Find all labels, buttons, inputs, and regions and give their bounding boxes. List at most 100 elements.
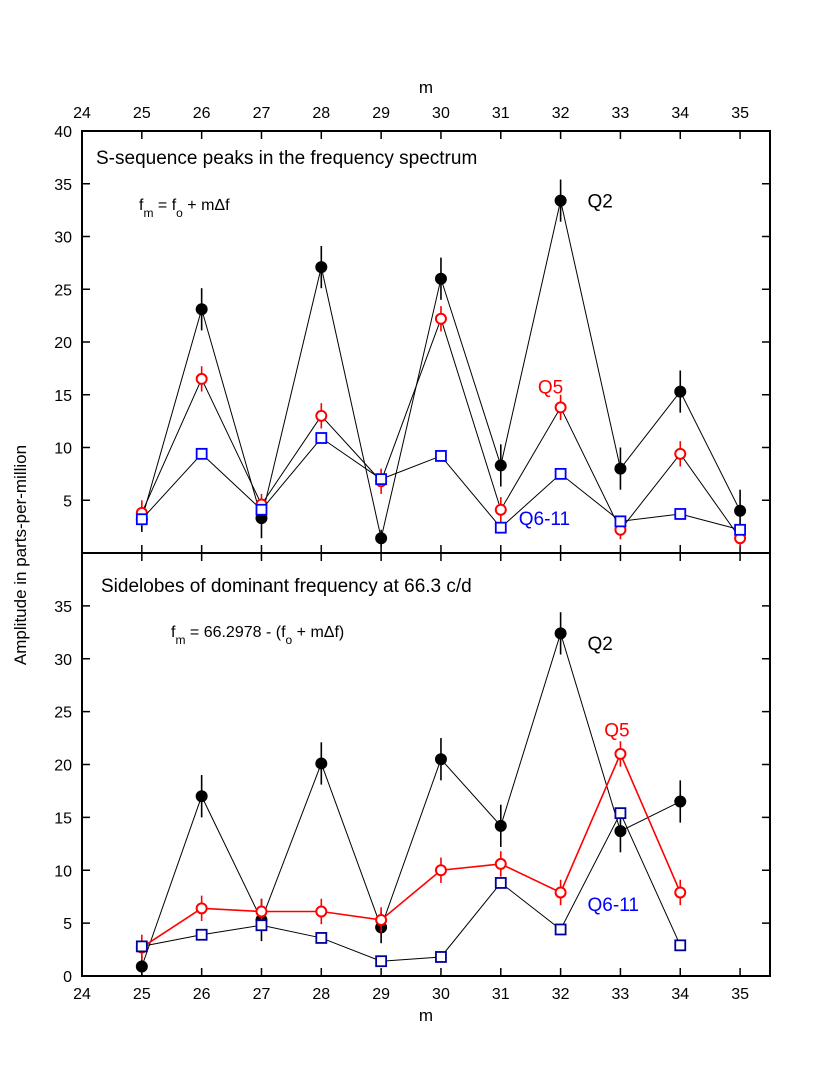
top-y-tick-label-15: 15 xyxy=(54,388,72,405)
bottom-q5-point-m28 xyxy=(315,905,328,918)
bottom-x-tick-label-35: 35 xyxy=(731,986,749,1003)
top-q6-11-point-m25 xyxy=(135,513,148,526)
top-q5-point-m28 xyxy=(315,409,328,422)
bottom-q2-point-m30 xyxy=(434,753,447,766)
bottom-q6-11-point-m29 xyxy=(375,955,388,968)
top-q5-point-m32 xyxy=(554,401,567,414)
bottom-q5-point-m31 xyxy=(494,857,507,870)
top-equation: fm = fo + mΔf xyxy=(139,197,230,220)
top-x-tick-label-26: 26 xyxy=(193,105,211,122)
top-x-tick-label-30: 30 xyxy=(432,105,450,122)
bottom-q2-point-m26 xyxy=(195,790,208,803)
bottom-x-axis-label: m xyxy=(419,1006,433,1025)
bottom-x-tick-label-26: 26 xyxy=(193,986,211,1003)
bottom-q6-11-point-m31 xyxy=(494,877,507,889)
bottom-q5-point-m33 xyxy=(614,747,627,760)
top-q6-11-point-m27 xyxy=(255,503,268,516)
bottom-y-tick-label-15: 15 xyxy=(54,810,72,827)
top-q6-11-point-m26 xyxy=(195,447,208,460)
top-label-q2: Q2 xyxy=(588,192,613,213)
bottom-q6-11-point-m26 xyxy=(195,928,208,941)
top-label-q6-11: Q6-11 xyxy=(519,509,570,530)
top-q5-point-m31 xyxy=(494,503,507,516)
bottom-x-tick-label-32: 32 xyxy=(552,986,570,1003)
bottom-q6-11-point-m34 xyxy=(674,939,687,952)
top-x-tick-label-35: 35 xyxy=(731,105,749,122)
bottom-x-tick-label-31: 31 xyxy=(492,986,510,1003)
bottom-y-tick-label-20: 20 xyxy=(54,758,72,775)
bottom-y-tick-label-30: 30 xyxy=(54,652,72,669)
top-q2-point-m35 xyxy=(734,504,747,517)
bottom-q5-point-m29 xyxy=(375,913,388,926)
bottom-x-tick-label-34: 34 xyxy=(671,986,689,1003)
top-x-tick-label-31: 31 xyxy=(492,105,510,122)
top-y-tick-label-25: 25 xyxy=(54,282,72,299)
bottom-y-tick-label-25: 25 xyxy=(54,705,72,722)
top-x-tick-label-28: 28 xyxy=(312,105,330,122)
bottom-q6-11-point-m33 xyxy=(614,807,627,820)
top-q6-11-point-m29 xyxy=(375,473,388,486)
top-q6-11-point-m28 xyxy=(315,432,328,444)
top-q2-point-m29 xyxy=(375,532,388,545)
bottom-q6-11-line xyxy=(141,811,681,962)
bottom-label-q6-11: Q6-11 xyxy=(588,895,639,916)
top-y-tick-label-20: 20 xyxy=(54,335,72,352)
bottom-label-q5: Q5 xyxy=(604,721,629,742)
bottom-panel: 0 5 10 15 20 25 30 35 24 25 26 27 28 29 30 31 32 33 34 35 Si… xyxy=(54,552,771,1003)
top-q2-point-m26 xyxy=(195,303,208,316)
y-axis-label: Amplitude in parts-per-million xyxy=(11,445,30,665)
top-y-tick-label-5: 5 xyxy=(63,493,72,510)
bottom-q5-point-m26 xyxy=(195,902,208,915)
top-q2-point-m34 xyxy=(674,385,687,398)
top-label-q5: Q5 xyxy=(538,377,563,398)
top-x-tick-label-32: 32 xyxy=(552,105,570,122)
bottom-y-tick-label-10: 10 xyxy=(54,863,72,880)
top-q2-point-m31 xyxy=(494,459,507,472)
bottom-q5-line xyxy=(141,751,681,949)
bottom-x-tick-label-28: 28 xyxy=(312,986,330,1003)
top-q2-point-m33 xyxy=(614,462,627,475)
bottom-q5-point-m34 xyxy=(674,886,687,899)
top-q5-line xyxy=(141,317,741,539)
bottom-q6-11-point-m30 xyxy=(435,951,447,963)
bottom-q2-point-m33 xyxy=(614,825,627,838)
bottom-y-tick-label-0: 0 xyxy=(63,969,72,986)
top-q6-11-point-m31 xyxy=(494,521,507,534)
bottom-q6-11-point-m25 xyxy=(135,940,148,953)
top-y-tick-label-10: 10 xyxy=(54,441,72,458)
top-q2-point-m32 xyxy=(554,194,567,207)
top-x-tick-label-25: 25 xyxy=(133,105,151,122)
bottom-y-tick-label-35: 35 xyxy=(54,599,72,616)
top-y-tick-label-40: 40 xyxy=(54,124,72,141)
bottom-x-tick-label-30: 30 xyxy=(432,986,450,1003)
bottom-x-tick-label-29: 29 xyxy=(372,986,390,1003)
top-x-tick-label-24: 24 xyxy=(73,105,91,122)
top-q2-point-m28 xyxy=(315,261,328,274)
top-q2-point-m30 xyxy=(434,272,447,285)
bottom-equation: fm = 66.2978 - (fo + mΔf) xyxy=(171,624,344,647)
top-x-tick-label-27: 27 xyxy=(253,105,271,122)
top-x-tick-label-29: 29 xyxy=(372,105,390,122)
top-x-tick-label-33: 33 xyxy=(612,105,630,122)
top-panel-title: S-sequence peaks in the frequency spectr… xyxy=(96,148,477,169)
bottom-q2-point-m32 xyxy=(554,627,567,640)
top-q5-point-m30 xyxy=(434,312,447,325)
top-q6-11-point-m32 xyxy=(554,467,567,480)
bottom-q5-point-m32 xyxy=(554,886,567,899)
top-q5-point-m34 xyxy=(674,447,687,460)
top-q5-point-m26 xyxy=(195,372,208,385)
bottom-plot-frame xyxy=(81,552,771,977)
bottom-x-tick-label-33: 33 xyxy=(612,986,630,1003)
top-q2-line xyxy=(141,200,741,539)
bottom-y-tick-label-5: 5 xyxy=(63,916,72,933)
bottom-x-tick-label-27: 27 xyxy=(253,986,271,1003)
bottom-q6-11-point-m32 xyxy=(554,923,567,936)
top-q6-11-point-m33 xyxy=(614,515,627,528)
bottom-q6-11-point-m27 xyxy=(255,919,268,932)
bottom-panel-title: Sidelobes of dominant frequency at 66.3 … xyxy=(101,576,472,597)
top-x-axis-label: m xyxy=(419,78,433,97)
top-x-tick-label-34: 34 xyxy=(671,105,689,122)
bottom-q6-11-point-m28 xyxy=(315,932,328,944)
top-y-tick-label-35: 35 xyxy=(54,177,72,194)
